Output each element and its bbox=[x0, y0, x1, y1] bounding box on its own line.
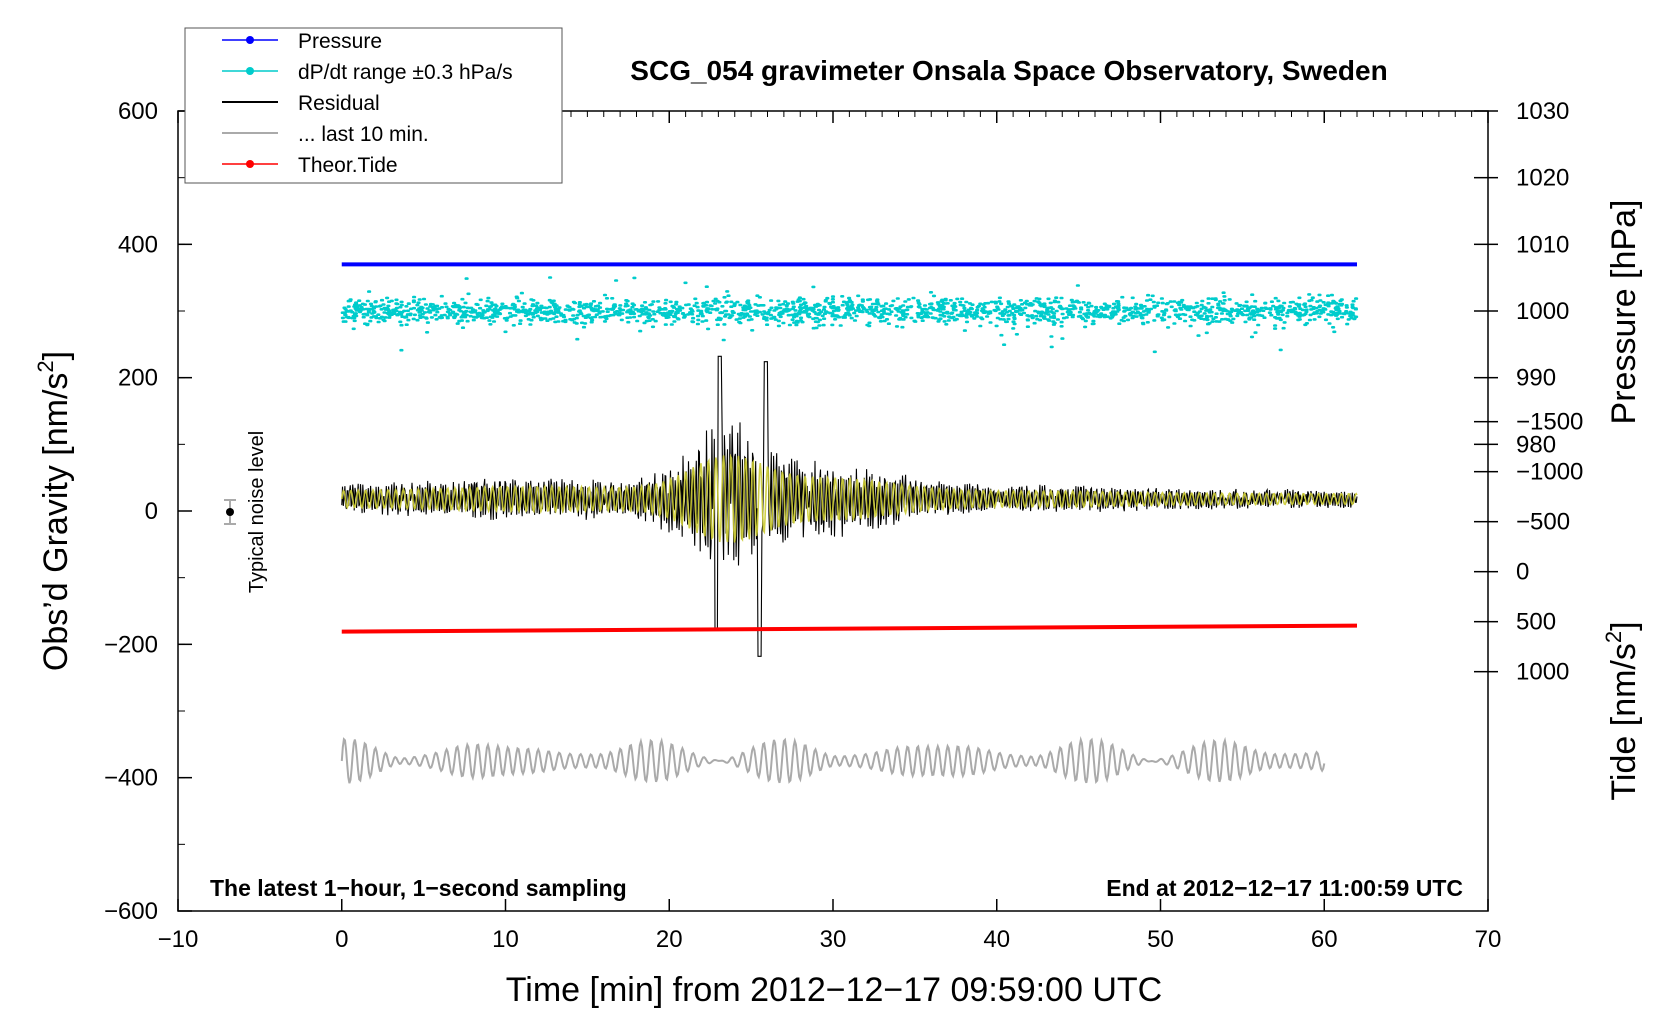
y-tick-label-pressure: 1010 bbox=[1516, 231, 1569, 258]
x-tick-label: 30 bbox=[820, 926, 847, 953]
last-10-min-line bbox=[340, 735, 1326, 785]
y-tick-label-tide: 0 bbox=[1516, 559, 1529, 586]
legend-box bbox=[184, 27, 563, 184]
legend-item-last10: ... last 10 min. bbox=[222, 123, 429, 146]
legend-item-tide: Theor.Tide bbox=[222, 154, 398, 177]
noise-point bbox=[226, 508, 234, 516]
ticks-layer: −10 0 10 20 30 40 50 60 70−600−400−2000200400600… bbox=[104, 98, 1583, 953]
y-tick-label-tide: 1000 bbox=[1516, 659, 1569, 686]
left-y-axis-title: Obs’d Gravity [nm/s2] bbox=[33, 351, 75, 671]
legend-marker-dpdt bbox=[246, 67, 254, 75]
legend-label-residual: Residual bbox=[298, 92, 380, 115]
legend-item-dpdt: dP/dt range ±0.3 hPa/s bbox=[222, 61, 513, 84]
x-tick-label: 10 bbox=[492, 926, 519, 953]
y-tick-label-left: −400 bbox=[104, 765, 158, 792]
y-tick-label-tide: −500 bbox=[1516, 509, 1570, 536]
y-tick-label-pressure: 1030 bbox=[1516, 98, 1569, 125]
y-tick-label-pressure: 1000 bbox=[1516, 298, 1569, 325]
legend-label-dpdt: dP/dt range ±0.3 hPa/s bbox=[298, 61, 513, 84]
legend-label-pressure: Pressure bbox=[298, 30, 382, 53]
y-tick-label-tide: 500 bbox=[1516, 609, 1556, 636]
legend-marker-tide bbox=[246, 160, 254, 168]
x-tick-label: 40 bbox=[983, 926, 1010, 953]
noise-label: Typical noise level bbox=[246, 431, 268, 593]
y-tick-label-left: 400 bbox=[118, 231, 158, 258]
annotation-bottom-right: End at 2012−12−17 11:00:59 UTC bbox=[1106, 875, 1463, 901]
chart-title: SCG_054 gravimeter Onsala Space Observat… bbox=[630, 55, 1387, 86]
legend-label-last10: ... last 10 min. bbox=[298, 123, 429, 146]
x-tick-label: 70 bbox=[1475, 926, 1502, 953]
legend-marker-pressure bbox=[246, 36, 254, 44]
y-tick-label-tide: −1000 bbox=[1516, 459, 1583, 486]
legend-label-tide: Theor.Tide bbox=[298, 154, 398, 177]
y-tick-label-left: −200 bbox=[104, 631, 158, 658]
noise-marker bbox=[224, 499, 236, 525]
legend: Pressure dP/dt range ±0.3 hPa/s Residual… bbox=[184, 27, 563, 184]
right-y-axis-title-pressure: Pressure [hPa] bbox=[1605, 200, 1643, 425]
x-tick-label: 50 bbox=[1147, 926, 1174, 953]
y-tick-label-left: 0 bbox=[145, 498, 158, 525]
x-axis-title: Time [min] from 2012−12−17 09:59:00 UTC bbox=[506, 971, 1162, 1009]
x-tick-label: 60 bbox=[1311, 926, 1338, 953]
annotation-bottom-left: The latest 1−hour, 1−second sampling bbox=[210, 875, 627, 901]
y-tick-label-left: 200 bbox=[118, 365, 158, 392]
residual-line bbox=[341, 355, 1358, 657]
legend-item-residual: Residual bbox=[222, 92, 380, 115]
x-tick-label: 0 bbox=[335, 926, 348, 953]
legend-item-pressure: Pressure bbox=[222, 30, 382, 53]
dpdt-markers bbox=[340, 276, 1359, 354]
data-series-layer bbox=[340, 262, 1359, 785]
y-tick-label-left: −600 bbox=[104, 898, 158, 925]
y-tick-label-pressure: 990 bbox=[1516, 365, 1556, 392]
y-tick-label-pressure: 980 bbox=[1516, 431, 1556, 458]
y-tick-label-pressure: 1020 bbox=[1516, 165, 1569, 192]
y-tick-label-tide: −1500 bbox=[1516, 409, 1583, 436]
residual-filtered-line bbox=[341, 453, 1358, 543]
right-y-axis-title-tide: Tide [nm/s2] bbox=[1601, 621, 1643, 800]
x-tick-label: −10 bbox=[158, 926, 199, 953]
tide-line bbox=[341, 623, 1358, 634]
x-tick-label: 20 bbox=[656, 926, 683, 953]
y-tick-label-left: 600 bbox=[118, 98, 158, 125]
